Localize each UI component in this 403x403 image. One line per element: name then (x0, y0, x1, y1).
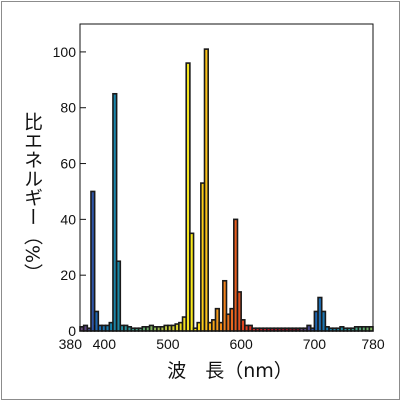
tick-labels: 0 20 40 60 80 100 380 400 500 600 700 780 (53, 44, 385, 352)
y-tick-label: 80 (60, 100, 76, 116)
x-tick-label: 600 (229, 336, 253, 352)
plot-area (79, 48, 374, 332)
y-tick-label: 0 (68, 323, 76, 339)
spectrum-bar (90, 190, 96, 332)
spectrum-bar (189, 232, 195, 332)
y-tick-label: 20 (60, 267, 76, 283)
y-tick-label: 40 (60, 211, 76, 227)
x-tick-label: 400 (93, 336, 117, 352)
x-tick-label: 500 (156, 336, 180, 352)
axes (79, 23, 374, 332)
x-axis-title: 波 長（nm） (167, 360, 293, 382)
y-tick-label: 100 (53, 44, 77, 60)
y-axis-title: 比エネルギー（%） (21, 112, 43, 282)
spectrum-bar (115, 260, 122, 332)
x-tick-label: 780 (361, 336, 385, 352)
plot-border (79, 23, 374, 332)
x-tick-label: 380 (59, 336, 83, 352)
spectrum-bar (368, 326, 374, 332)
x-tick-label: 700 (303, 336, 327, 352)
spectrum-bar (203, 48, 209, 332)
y-tick-label: 60 (60, 156, 76, 172)
